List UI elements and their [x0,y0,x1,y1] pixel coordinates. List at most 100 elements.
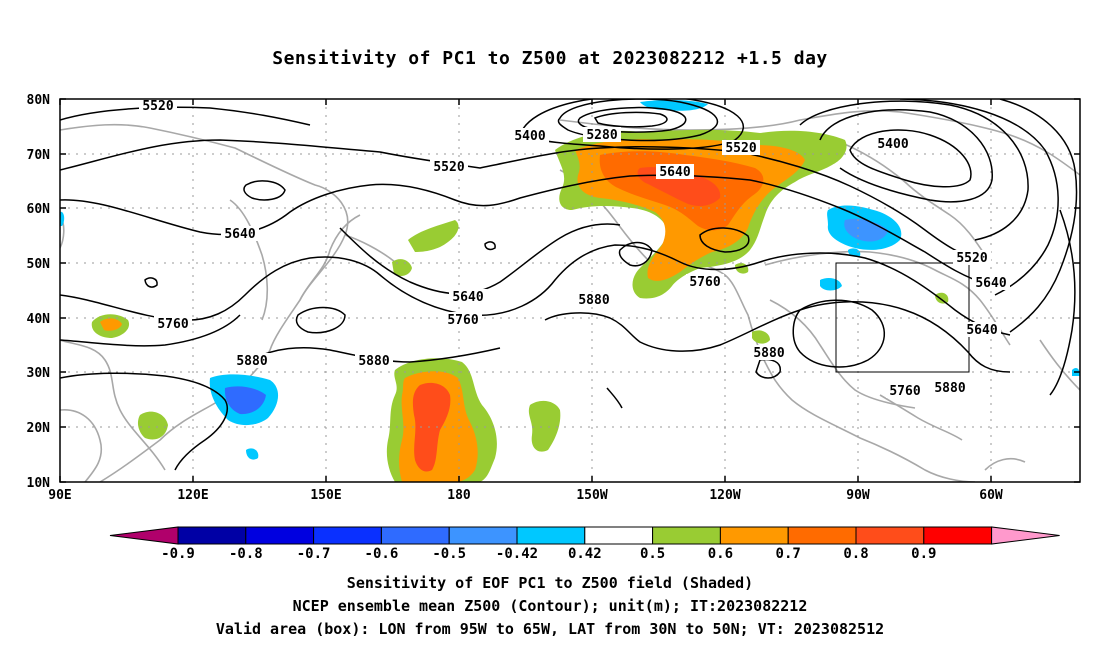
contour-5760-b [60,314,241,347]
colorbar-label: 0.9 [911,546,936,562]
colorbar-bin [719,526,789,545]
shade-japan-blue-mid [224,386,266,415]
contour-label-bg [972,275,1010,290]
lat-label: 10N [27,476,51,491]
contour-5400-e [849,129,972,188]
contour-label-bg [953,250,991,265]
contour-label-bg [750,345,788,360]
shade-japan-blue-small [246,448,259,460]
lat-label: 70N [27,148,51,163]
contour-5880-a [60,372,228,471]
colorbar-bin [245,526,315,545]
contour-label-bg [355,353,393,368]
colorbar-bin [584,526,654,545]
contour-label: 5640 [224,227,255,242]
contour-label-bg [722,140,760,155]
colorbar-bin [313,526,382,545]
contour-5520-mid [60,139,986,263]
contour-label: 5760 [689,275,720,290]
shade-asia-orange [100,318,122,331]
contour-label-bg [154,316,192,331]
contour-label-bg [874,136,912,151]
contour-label: 5640 [659,165,690,180]
contour-label-bg [444,312,482,327]
sensitivity-shading [60,99,1080,482]
shade-westpac-green [137,411,168,440]
coastlines [60,110,1080,482]
caption-contour: NCEP ensemble mean Z500 (Contour); unit(… [292,597,808,615]
contour-label-bg [931,380,969,395]
colorbar-bin [923,526,993,545]
lon-label: 150W [576,488,607,503]
contour-label: 5400 [514,129,545,144]
contour-label: 5520 [725,141,756,156]
shade-pacific-green2 [408,220,459,252]
colorbar-label: -0.9 [161,546,195,562]
contour-label-bg [583,127,621,142]
contour-label-bg [511,128,549,143]
contour-label-bg [886,383,924,398]
lat-label: 30N [27,366,51,381]
contour-label: 5520 [142,99,173,114]
contour-label: 5880 [753,346,784,361]
contour-5880-box [792,299,886,368]
colorbar: -0.9 -0.8 -0.7 -0.6 -0.5 -0.42 0.42 0.5 0.6 0.7 0.… [109,526,1060,562]
colorbar-label: -0.6 [365,546,399,562]
contour-label-bg [233,353,271,368]
colorbar-label: 0.5 [640,546,665,562]
lon-label: 90E [48,488,71,503]
colorbar-label: -0.5 [432,546,466,562]
contour-label: 5640 [975,276,1006,291]
colorbar-label: -0.8 [229,546,263,562]
colorbar-label: 0.8 [843,546,868,562]
colorbar-label: -0.42 [496,546,538,562]
contour-label: 5880 [934,381,965,396]
lon-label: 180 [447,488,471,503]
contour-label: 5760 [157,317,188,332]
colorbar-arrow-right [991,526,1060,545]
contour-label: 5280 [586,128,617,143]
shade-mid-pacific-green [528,400,561,452]
contour-label: 5760 [447,313,478,328]
lat-label: 80N [27,93,51,108]
colorbar-bin [177,526,247,545]
lat-label: 40N [27,312,51,327]
colorbar-bin [787,526,857,545]
contour-5520-nw [60,106,311,126]
shade-canada-blue-small [820,278,842,291]
lon-label: 150E [310,488,341,503]
colorbar-bin [516,526,586,545]
lat-label: 20N [27,421,51,436]
lat-label: 50N [27,257,51,272]
lon-label: 90W [846,488,870,503]
lat-label: 60N [27,202,51,217]
map-axes: 90E 120E 150E 180 150W 120W 90W 60W 80N 70N 60N 50N… [27,93,1080,503]
contour-label: 5520 [956,251,987,266]
shade-bc-blue [60,211,65,226]
map-frame [59,98,1081,483]
map-area [60,99,1080,482]
colorbar-label: 0.6 [708,546,733,562]
colorbar-bin [380,526,450,545]
contour-label: 5520 [433,160,464,175]
contour-label-bg [686,274,724,289]
contour-label: 5880 [236,354,267,369]
contour-label: 5400 [877,137,908,152]
shade-canada-blue-mid [844,218,888,242]
contour-label-bg [656,164,694,179]
colorbar-arrow-left [109,526,179,545]
colorbar-label: 0.42 [568,546,602,562]
lon-label: 120E [177,488,208,503]
contour-5760-a [60,244,1011,336]
caption-shading: Sensitivity of EOF PC1 to Z500 field (Sh… [346,574,754,592]
contour-label: 5640 [966,323,997,338]
lon-label: 60W [979,488,1003,503]
contour-label-bg [221,226,259,241]
lon-label: 120W [709,488,740,503]
colorbar-label: -0.7 [297,546,331,562]
colorbar-label: 0.7 [776,546,801,562]
contour-label-bg [139,98,177,113]
contour-5880-c [544,301,1011,373]
contour-label: 5760 [889,384,920,399]
